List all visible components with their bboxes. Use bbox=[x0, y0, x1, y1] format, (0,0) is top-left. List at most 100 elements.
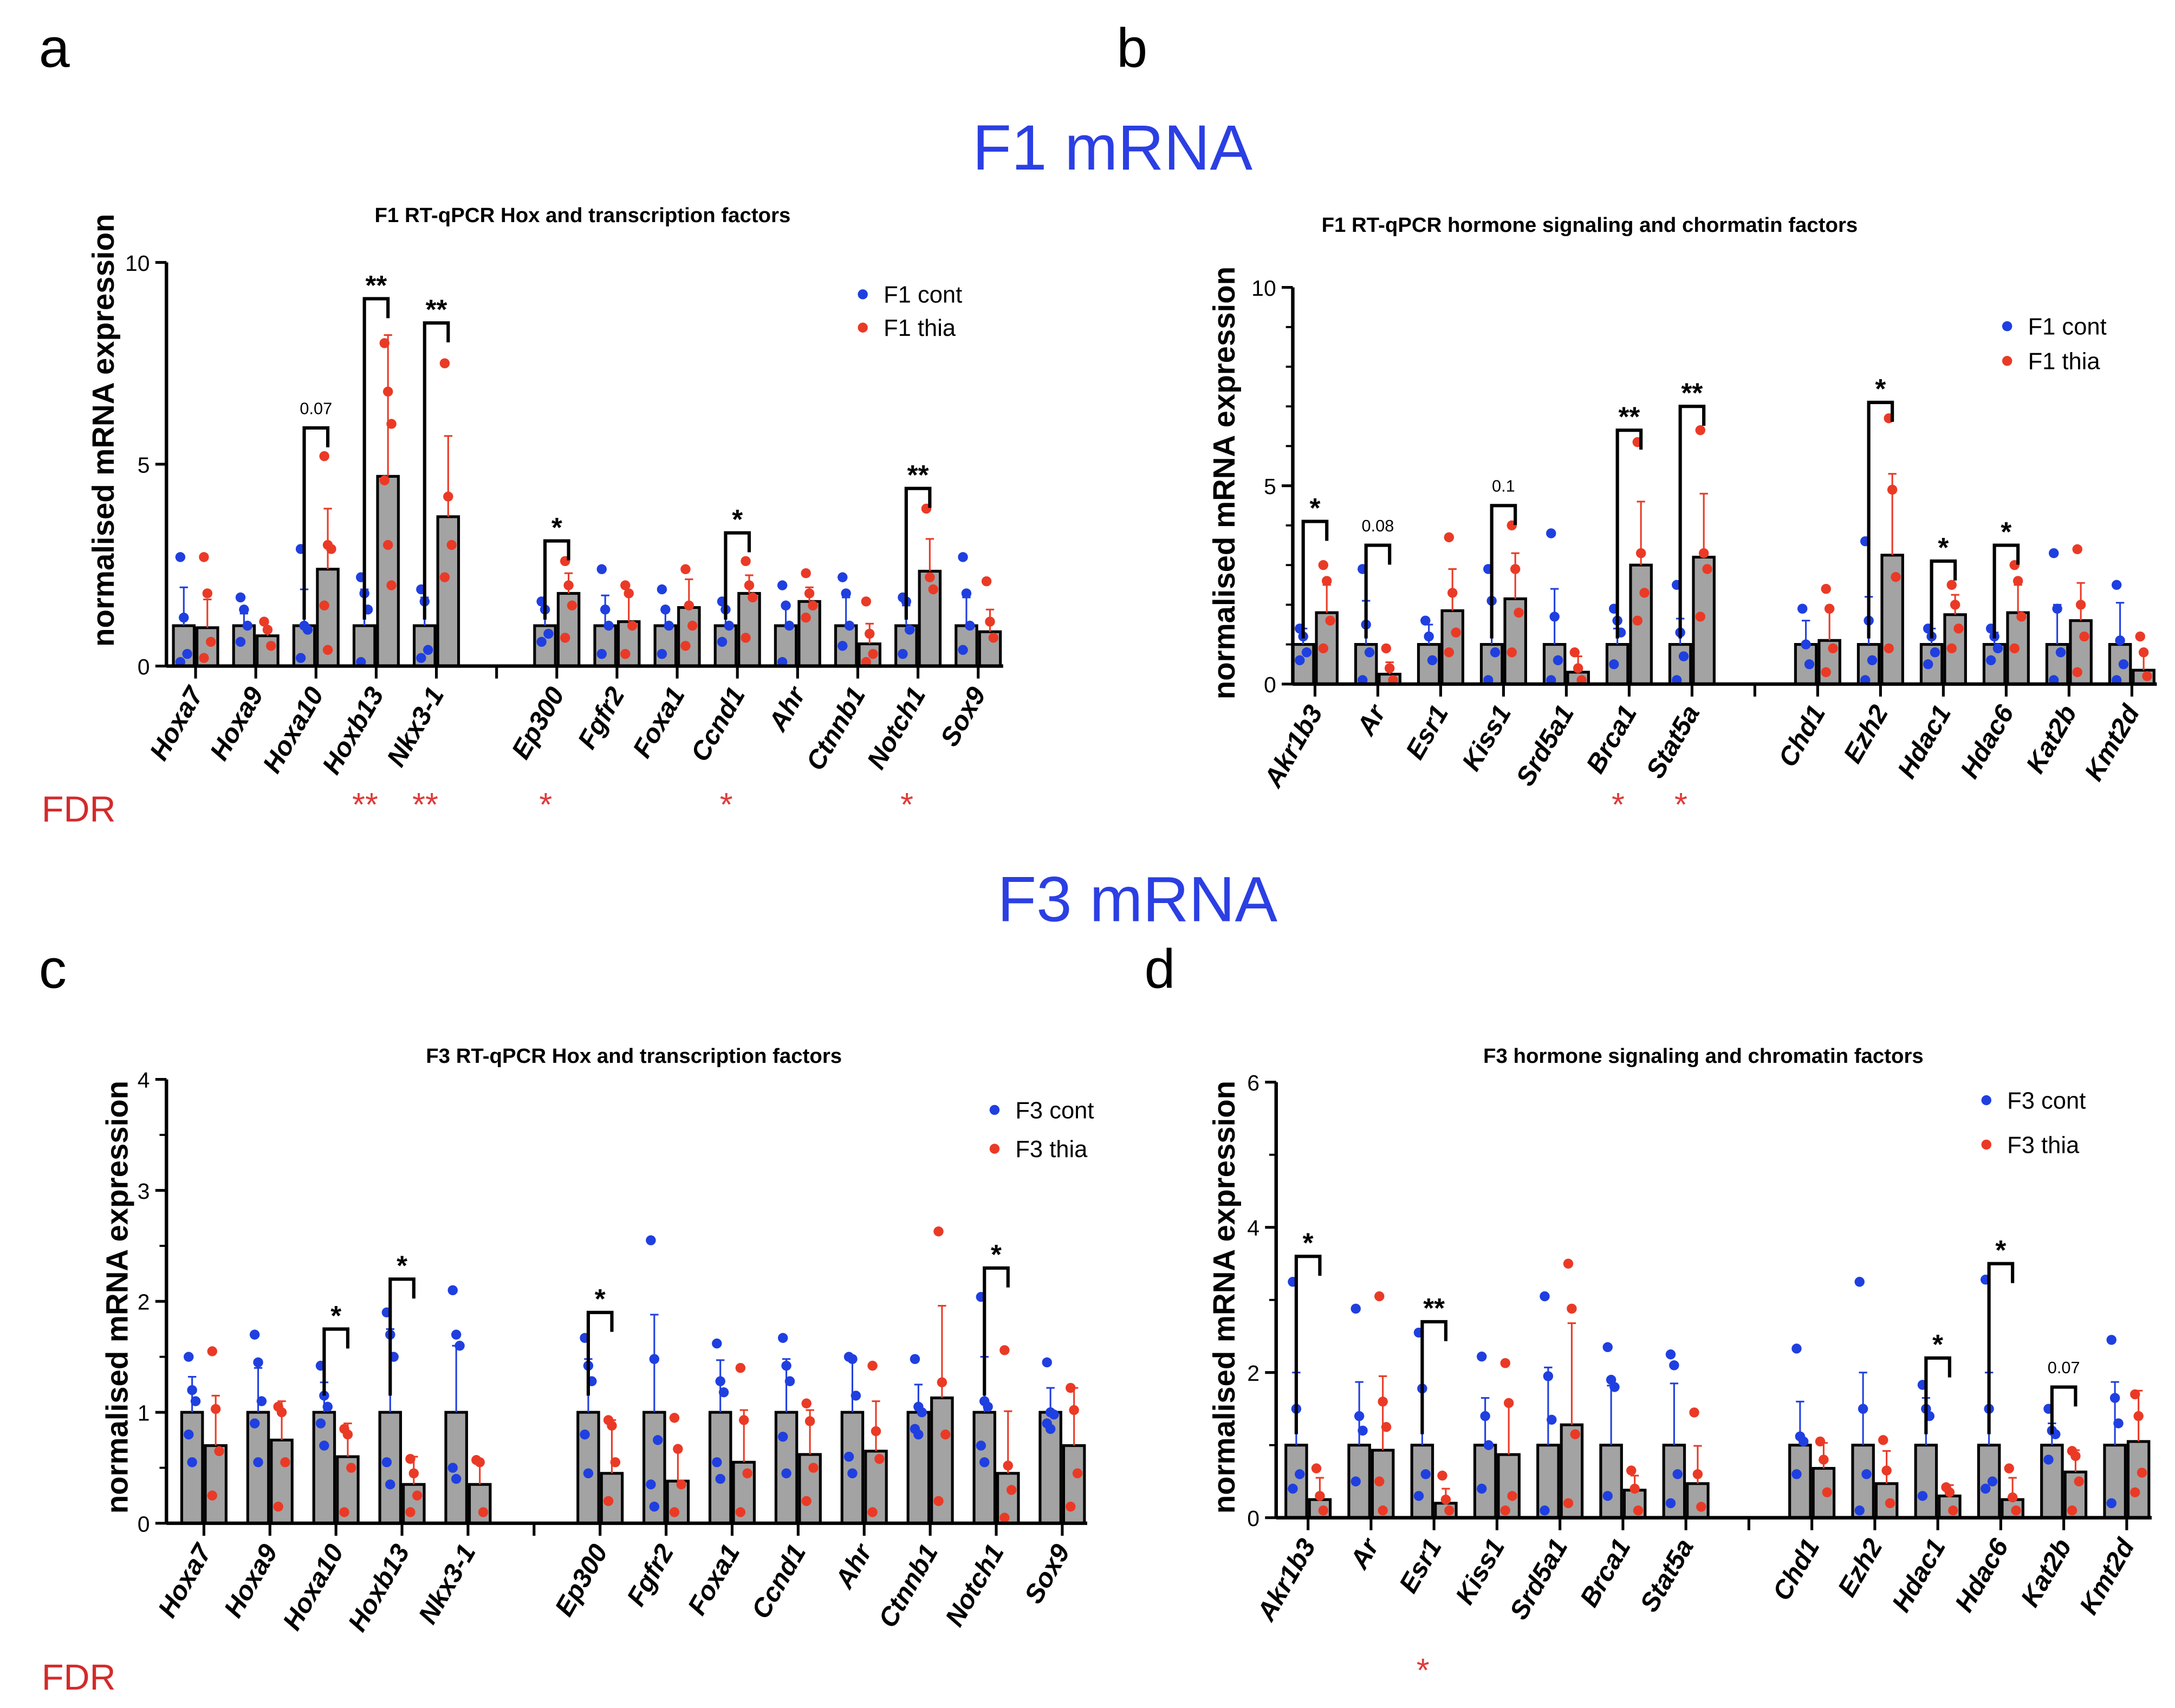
data-point bbox=[1948, 1505, 1958, 1516]
bar-f3-cont-esr1 bbox=[1410, 1444, 1434, 1519]
data-point bbox=[981, 576, 992, 587]
chart-panel-d: F3 hormone signaling and chromatin facto… bbox=[1207, 1044, 2152, 1689]
data-point bbox=[405, 1507, 415, 1517]
x-tick-label-kmt2d: Kmt2d bbox=[2074, 1533, 2140, 1619]
x-tick-label-akr1b3: Akr1b3 bbox=[1251, 1534, 1322, 1626]
data-point bbox=[1609, 659, 1619, 670]
data-point bbox=[1632, 615, 1642, 626]
data-point bbox=[1626, 1465, 1637, 1476]
significance-label: 0.07 bbox=[300, 399, 332, 418]
data-point bbox=[478, 1507, 489, 1517]
data-point bbox=[1321, 576, 1332, 586]
x-tick-label-sox9: Sox9 bbox=[1019, 1540, 1076, 1609]
fdr-star-esr1: * bbox=[1417, 1652, 1430, 1689]
data-point bbox=[777, 1333, 788, 1343]
data-point bbox=[235, 637, 246, 647]
data-point bbox=[1507, 1491, 1517, 1501]
x-tick-label-kiss1: Kiss1 bbox=[1450, 1534, 1511, 1609]
x-tick-label-nkx3-1: Nkx3-1 bbox=[381, 682, 450, 771]
bar-f3-cont-kmt2d bbox=[2103, 1444, 2127, 1519]
data-point bbox=[1483, 1440, 1494, 1450]
bar-f3-cont-akr1b3 bbox=[1284, 1444, 1308, 1519]
data-point bbox=[302, 625, 313, 635]
data-point bbox=[801, 568, 811, 579]
data-point bbox=[2012, 576, 2023, 586]
data-point bbox=[979, 1457, 990, 1467]
data-point bbox=[1381, 1422, 1392, 1432]
significance-bracket-nkx3-1 bbox=[423, 321, 450, 620]
data-point bbox=[913, 1429, 924, 1440]
x-tick-label-srd5a1: Srd5a1 bbox=[1510, 700, 1580, 791]
data-point bbox=[2130, 1389, 2140, 1400]
data-point bbox=[744, 580, 755, 590]
bar-f1-thia-notch1 bbox=[918, 569, 942, 668]
data-point bbox=[874, 1453, 885, 1464]
data-point bbox=[2055, 647, 2066, 658]
x-tick-label-foxa1: Foxa1 bbox=[682, 1540, 745, 1620]
data-point bbox=[536, 637, 547, 647]
significance-bracket-hoxb13 bbox=[362, 297, 390, 620]
data-point bbox=[933, 1226, 944, 1237]
x-tick-label-hoxa10: Hoxa10 bbox=[277, 1540, 349, 1635]
legend-marker bbox=[858, 289, 868, 300]
significance-bracket-ep300 bbox=[586, 1310, 614, 1396]
x-tick-label-ahr: Ahr bbox=[829, 1538, 879, 1594]
x-tick-label-esr1: Esr1 bbox=[1400, 700, 1455, 764]
legend-marker bbox=[989, 1105, 1000, 1115]
significance-bracket-ar bbox=[1364, 543, 1392, 639]
data-point bbox=[379, 338, 390, 348]
data-point bbox=[1602, 1491, 1613, 1501]
data-point bbox=[735, 1362, 746, 1373]
data-point bbox=[627, 620, 638, 631]
y-tick-label: 1 bbox=[138, 1400, 150, 1425]
data-point bbox=[624, 588, 634, 599]
data-point bbox=[1665, 1349, 1676, 1360]
data-point bbox=[808, 1463, 819, 1473]
x-tick-label-hoxa9: Hoxa9 bbox=[204, 682, 269, 765]
fdr-label-f1: FDR bbox=[42, 789, 116, 829]
data-point bbox=[781, 1468, 791, 1479]
data-point bbox=[1695, 612, 1705, 622]
significance-bracket-ezh2 bbox=[1867, 400, 1894, 639]
significance-label: 0.07 bbox=[2048, 1358, 2080, 1377]
data-point bbox=[2079, 631, 2089, 642]
panel-letter-d: d bbox=[1144, 938, 1175, 1000]
data-point bbox=[1364, 647, 1375, 658]
x-tick-label-srd5a1: Srd5a1 bbox=[1504, 1534, 1574, 1625]
data-point bbox=[867, 1360, 878, 1371]
data-point bbox=[1444, 647, 1455, 658]
data-point bbox=[660, 605, 671, 615]
data-point bbox=[1698, 548, 1709, 558]
data-point bbox=[207, 1346, 217, 1356]
data-point bbox=[1801, 639, 1811, 650]
data-point bbox=[276, 1407, 287, 1418]
data-point bbox=[1569, 647, 1580, 658]
data-point bbox=[905, 625, 915, 635]
data-point bbox=[412, 1490, 423, 1501]
data-point bbox=[385, 1479, 395, 1490]
fdr-label-f3: FDR bbox=[42, 1658, 116, 1698]
legend-entry: F3 thia bbox=[1015, 1136, 1088, 1163]
data-point bbox=[1822, 1487, 1833, 1498]
data-point bbox=[1946, 643, 1957, 654]
data-point bbox=[2142, 671, 2152, 681]
data-point bbox=[2009, 643, 2020, 654]
data-point bbox=[1318, 643, 1329, 654]
bar-f3-cont-kiss1 bbox=[1473, 1444, 1497, 1519]
y-tick-label: 5 bbox=[138, 452, 150, 477]
significance-bracket-akr1b3 bbox=[1294, 1255, 1322, 1434]
data-point bbox=[717, 637, 728, 647]
y-axis-label: normalised mRNA expression bbox=[1207, 267, 1241, 699]
data-point bbox=[2135, 631, 2145, 642]
bar-f1-cont-foxa1 bbox=[653, 624, 678, 668]
data-point bbox=[199, 653, 209, 663]
data-point bbox=[242, 620, 253, 631]
data-point bbox=[1669, 1360, 1679, 1371]
data-point bbox=[781, 1360, 791, 1371]
data-point bbox=[684, 600, 694, 611]
data-point bbox=[2138, 647, 2149, 658]
data-point bbox=[999, 1345, 1010, 1355]
y-tick-label: 2 bbox=[138, 1290, 150, 1315]
data-point bbox=[187, 1385, 197, 1395]
data-point bbox=[961, 588, 972, 599]
